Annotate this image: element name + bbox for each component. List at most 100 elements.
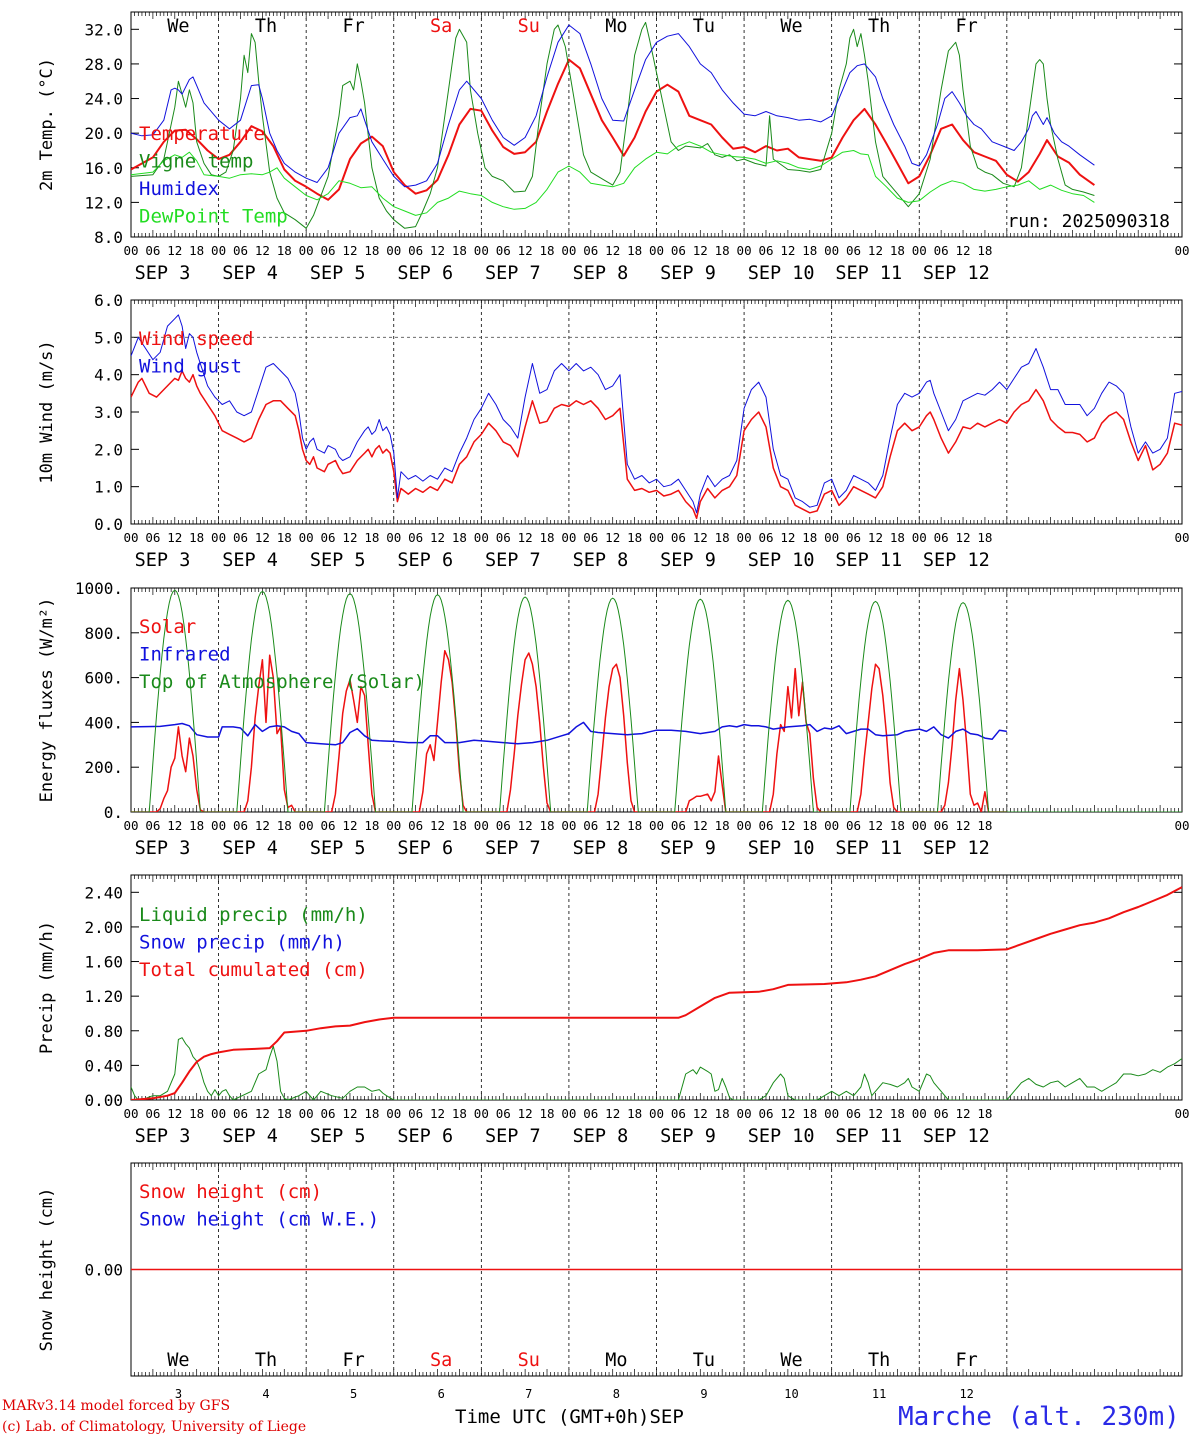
hour-label: 06 (496, 1106, 511, 1121)
day-name-label: Fr (342, 16, 364, 37)
hour-label: 00 (474, 1106, 489, 1121)
hour-label: 12 (605, 818, 620, 833)
hour-label: 00 (561, 818, 576, 833)
y-axis-label: 10m Wind (m/s) (37, 340, 57, 483)
date-label: SEP 6 (397, 1126, 453, 1147)
date-label: SEP 3 (135, 263, 191, 284)
hour-label: 12 (518, 243, 533, 258)
hour-label: 12 (956, 1106, 971, 1121)
hour-label: 06 (408, 243, 423, 258)
hour-label: 00 (737, 243, 752, 258)
hour-label: 00 (561, 243, 576, 258)
hour-label: 18 (189, 1106, 204, 1121)
y-tick-label: 2.40 (84, 883, 123, 902)
day-number-label: 8 (613, 1387, 620, 1401)
hour-label: 06 (758, 818, 773, 833)
hour-label: 00 (649, 530, 664, 545)
hour-label: 06 (233, 530, 248, 545)
series-line (131, 58, 1095, 201)
date-label: SEP 5 (310, 263, 366, 284)
hour-label: 18 (539, 818, 554, 833)
time-axis-title: Time UTC (GMT+0h) (455, 1406, 650, 1428)
y-tick-label: 1.20 (84, 987, 123, 1006)
hour-label: 12 (956, 243, 971, 258)
date-label: SEP 5 (310, 1126, 366, 1147)
hour-label: 12 (693, 243, 708, 258)
legend-entry: Snow precip (mm/h) (139, 932, 345, 954)
hour-label: 06 (846, 530, 861, 545)
date-label: SEP 11 (835, 550, 902, 571)
y-tick-label: 28.0 (84, 55, 123, 74)
date-label: SEP 12 (923, 263, 990, 284)
hour-label: 18 (452, 1106, 467, 1121)
day-name-label: Sa (430, 1350, 452, 1371)
hour-label: 00 (912, 818, 927, 833)
hour-label: 12 (605, 243, 620, 258)
day-number-label: 12 (959, 1387, 973, 1401)
date-label: SEP 12 (923, 838, 990, 859)
hour-label: 06 (233, 243, 248, 258)
series-line (131, 24, 1095, 188)
day-number-label: 7 (525, 1387, 532, 1401)
hour-label: 12 (780, 818, 795, 833)
series-line (131, 721, 1007, 746)
hour-label: 00 (299, 1106, 314, 1121)
hour-label: 06 (321, 530, 336, 545)
legend-entry: Infrared (139, 644, 231, 666)
hour-label: 18 (364, 530, 379, 545)
y-tick-label: 0.40 (84, 1056, 123, 1075)
hour-label: 00 (211, 818, 226, 833)
series-line (131, 370, 1182, 520)
hour-label: 12 (868, 1106, 883, 1121)
date-label: SEP 11 (835, 838, 902, 859)
lab-credit: (c) Lab. of Climatology, University of L… (2, 1419, 307, 1435)
legend-entry: Top of Atmosphere (Solar) (139, 671, 425, 693)
hour-label: 06 (758, 530, 773, 545)
hour-label: 12 (693, 1106, 708, 1121)
date-label: SEP 8 (573, 1126, 629, 1147)
series-group (131, 21, 1095, 229)
hour-label: 00 (1174, 530, 1189, 545)
legend-entry: Snow height (cm W.E.) (139, 1209, 379, 1231)
y-tick-label: 24.0 (84, 90, 123, 109)
hour-label: 06 (145, 243, 160, 258)
date-label: SEP 4 (222, 263, 278, 284)
hour-label: 12 (255, 243, 270, 258)
hour-label: 12 (868, 530, 883, 545)
hour-label: 12 (518, 1106, 533, 1121)
hour-label: 06 (671, 243, 686, 258)
y-tick-label: 2.0 (94, 440, 123, 459)
hour-label: 06 (145, 530, 160, 545)
hour-label: 00 (912, 243, 927, 258)
day-name-label: Th (255, 16, 277, 37)
day-name-label: Tu (693, 1350, 715, 1371)
hour-label: 00 (474, 243, 489, 258)
date-label: SEP 7 (485, 1126, 541, 1147)
day-number-label: 3 (175, 1387, 182, 1401)
y-tick-label: 1.60 (84, 953, 123, 972)
hour-label: 12 (518, 530, 533, 545)
hour-label: 18 (277, 818, 292, 833)
hour-label: 06 (846, 243, 861, 258)
hour-label: 18 (890, 1106, 905, 1121)
date-label: SEP 6 (397, 550, 453, 571)
y-tick-label: 0.00 (84, 1091, 123, 1110)
hour-label: 00 (824, 818, 839, 833)
hour-label: 06 (583, 818, 598, 833)
hour-label: 00 (386, 243, 401, 258)
hour-label: 00 (824, 243, 839, 258)
hour-label: 06 (583, 1106, 598, 1121)
hour-label: 06 (408, 530, 423, 545)
hour-label: 18 (189, 530, 204, 545)
date-label: SEP 10 (748, 550, 815, 571)
hour-label: 12 (430, 818, 445, 833)
panel-frame (130, 587, 1183, 813)
hour-label: 06 (934, 530, 949, 545)
series-line (131, 589, 1182, 812)
y-axis-label: Snow height (cm) (37, 1188, 57, 1352)
day-number-label: 4 (262, 1387, 269, 1401)
hour-label: 18 (364, 818, 379, 833)
hour-label: 00 (561, 530, 576, 545)
date-label: SEP 9 (660, 550, 716, 571)
y-tick-label: 32.0 (84, 20, 123, 39)
